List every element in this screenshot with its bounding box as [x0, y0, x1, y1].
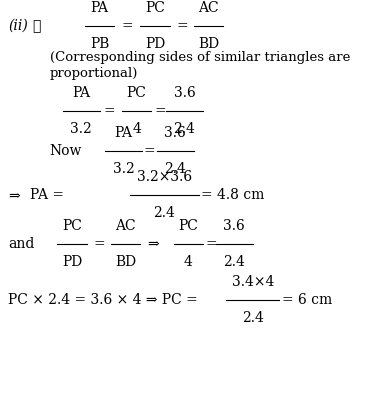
Text: and: and: [8, 237, 34, 251]
Text: BD: BD: [198, 37, 219, 51]
Text: ⇒: ⇒: [8, 188, 20, 202]
Text: = 6 cm: = 6 cm: [282, 293, 332, 307]
Text: =: =: [93, 237, 105, 251]
Text: PC: PC: [62, 219, 82, 233]
Text: 3.6: 3.6: [174, 86, 195, 100]
Text: AC: AC: [198, 1, 219, 15]
Text: =: =: [121, 19, 133, 33]
Text: 3.2: 3.2: [113, 162, 134, 176]
Text: PC: PC: [145, 1, 165, 15]
Text: = 4.8 cm: = 4.8 cm: [201, 188, 265, 202]
Text: 2.4: 2.4: [242, 311, 264, 325]
Text: proportional): proportional): [50, 67, 138, 80]
Text: BD: BD: [115, 255, 136, 269]
Text: ⇒: ⇒: [147, 237, 159, 251]
Text: (Corresponding sides of similar triangles are: (Corresponding sides of similar triangle…: [50, 51, 350, 64]
Text: 4: 4: [184, 255, 193, 269]
Text: =: =: [177, 19, 189, 33]
Text: Now: Now: [50, 144, 82, 158]
Text: PA: PA: [91, 1, 108, 15]
Text: PC: PC: [127, 86, 146, 100]
Text: 3.2×3.6: 3.2×3.6: [137, 170, 192, 184]
Text: =: =: [155, 104, 166, 118]
Text: AC: AC: [115, 219, 136, 233]
Text: PD: PD: [62, 255, 82, 269]
Text: 2.4: 2.4: [173, 122, 196, 136]
Text: 2.4: 2.4: [223, 255, 245, 269]
Text: 3.6: 3.6: [165, 126, 186, 140]
Text: PC: PC: [178, 219, 198, 233]
Text: =: =: [144, 144, 155, 158]
Text: PA =: PA =: [30, 188, 63, 202]
Text: PD: PD: [145, 37, 165, 51]
Text: PC × 2.4 = 3.6 × 4 ⇒ PC =: PC × 2.4 = 3.6 × 4 ⇒ PC =: [8, 293, 198, 307]
Text: 4: 4: [132, 122, 141, 136]
Text: (ii): (ii): [8, 19, 28, 33]
Text: 3.2: 3.2: [70, 122, 92, 136]
Text: PA: PA: [72, 86, 90, 100]
Text: PB: PB: [90, 37, 109, 51]
Text: ∴: ∴: [32, 19, 41, 33]
Text: PA: PA: [115, 126, 132, 140]
Text: 2.4: 2.4: [153, 206, 175, 220]
Text: 3.4×4: 3.4×4: [232, 275, 274, 289]
Text: =: =: [103, 104, 115, 118]
Text: =: =: [206, 237, 218, 251]
Text: 3.6: 3.6: [224, 219, 245, 233]
Text: 2.4: 2.4: [164, 162, 186, 176]
